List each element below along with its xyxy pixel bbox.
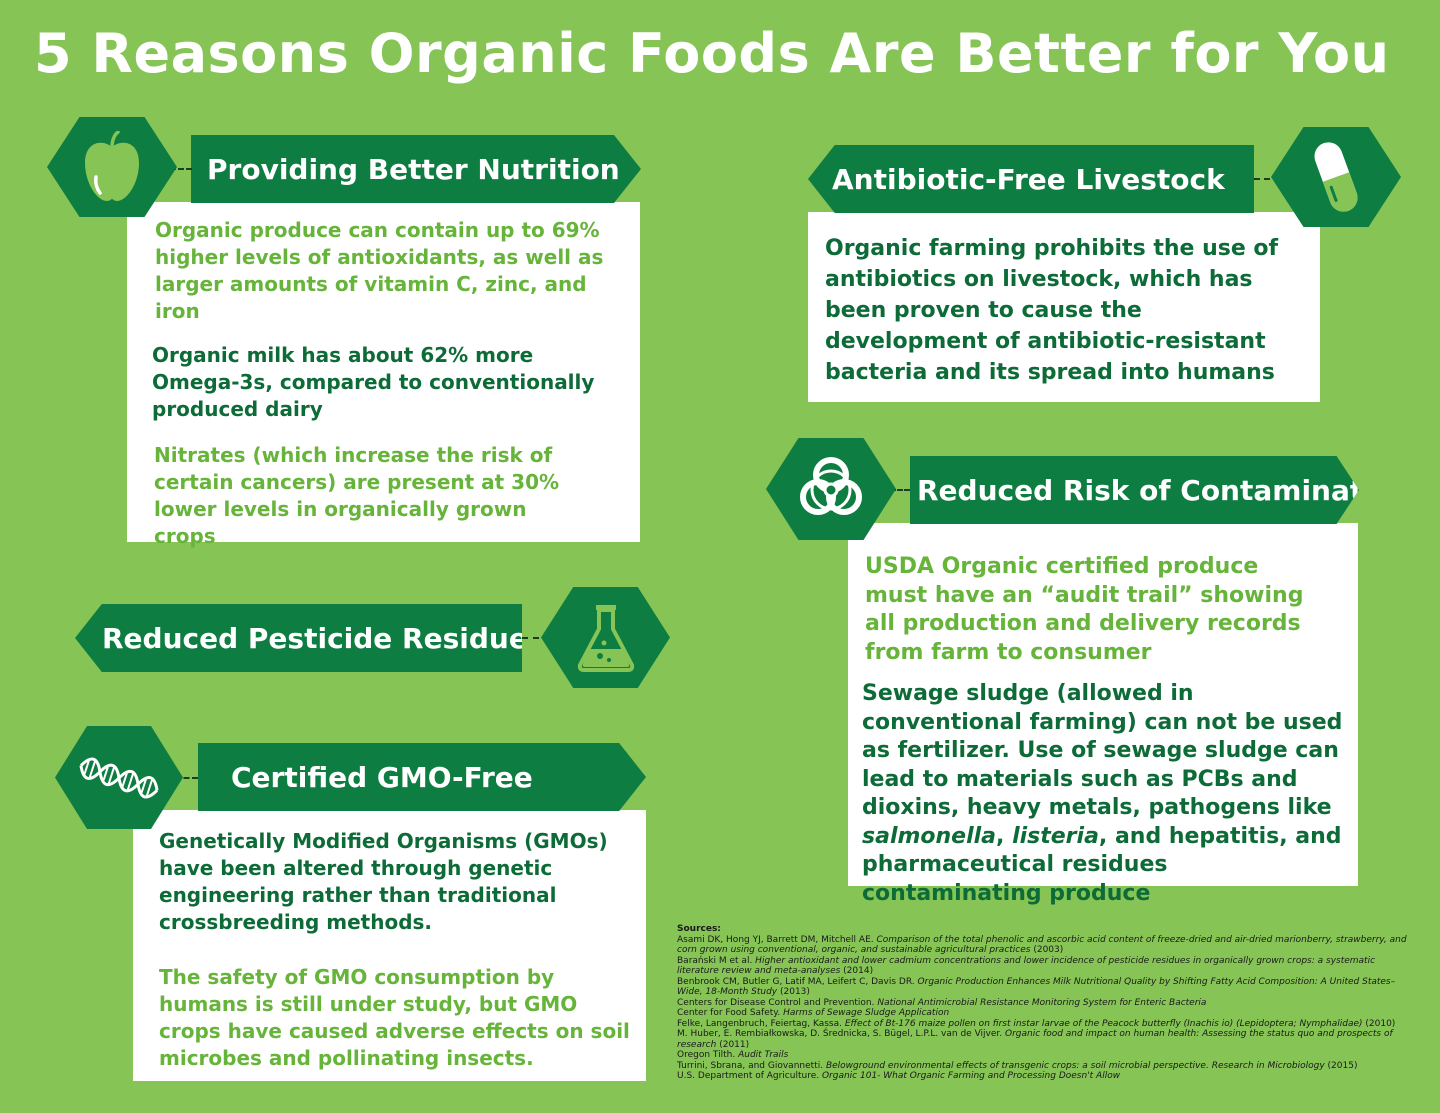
contamination-banner: Reduced Risk of Contamination bbox=[910, 456, 1359, 524]
contamination-text-2a: Sewage sludge (allowed in conventional f… bbox=[862, 681, 1343, 820]
salmonella-term: salmonella bbox=[862, 823, 997, 849]
contamination-card bbox=[848, 523, 1358, 886]
contamination-text-1: USDA Organic certified produce must have… bbox=[865, 554, 1304, 665]
gmo-text-1: Genetically Modified Organisms (GMOs) ha… bbox=[159, 829, 608, 934]
contamination-heading: Reduced Risk of Contamination bbox=[917, 473, 1413, 507]
nutrition-text-1: Organic produce can contain up to 69% hi… bbox=[155, 218, 604, 323]
pesticide-banner: Reduced Pesticide Residues bbox=[75, 604, 522, 672]
contamination-text-2c: , and hepatitis, and pharmaceutical resi… bbox=[862, 823, 1342, 906]
pesticide-heading: Reduced Pesticide Residues bbox=[102, 621, 545, 655]
source-entry: U.S. Department of Agriculture. Organic … bbox=[677, 1071, 1121, 1081]
pesticide-connector bbox=[522, 637, 550, 639]
antibiotic-text-1: Organic farming prohibits the use of ant… bbox=[825, 236, 1279, 385]
antibiotic-banner: Antibiotic-Free Livestock bbox=[808, 145, 1254, 213]
biohazard-icon bbox=[800, 457, 862, 515]
antibiotic-heading: Antibiotic-Free Livestock bbox=[832, 162, 1225, 196]
nutrition-hex bbox=[47, 117, 177, 217]
source-entry: Turrini, Sbrana, and Giovannetti. Belowg… bbox=[677, 1060, 1358, 1071]
contamination-hex bbox=[766, 438, 896, 540]
antibiotic-connector bbox=[1254, 178, 1280, 180]
antibiotic-card bbox=[808, 212, 1320, 402]
nutrition-banner: Providing Better Nutrition bbox=[191, 135, 641, 203]
dna-icon bbox=[79, 757, 159, 798]
source-entry: Asami DK, Hong YJ, Barrett DM, Mitchell … bbox=[677, 934, 1407, 956]
source-entry: Centers for Disease Control and Preventi… bbox=[677, 997, 1207, 1008]
source-entry: Felke, Langenbruch, Feiertag, Kassa. Eff… bbox=[677, 1018, 1396, 1029]
flask-icon bbox=[577, 604, 634, 672]
apple-icon bbox=[85, 131, 139, 201]
source-entry: Benbrook CM, Butler G, Latif MA, Leifert… bbox=[677, 976, 1396, 998]
gmo-banner: Certified GMO-Free bbox=[198, 743, 646, 811]
gmo-hex bbox=[55, 726, 183, 829]
source-entry: Oregon Tilth. Audit Trails bbox=[677, 1050, 789, 1060]
source-entry: Barański M et al. Higher antioxidant and… bbox=[677, 955, 1376, 977]
gmo-text-2: The safety of GMO consumption by humans … bbox=[159, 965, 630, 1070]
gmo-heading: Certified GMO-Free bbox=[231, 760, 533, 794]
nutrition-text-2: Organic milk has about 62% more Omega-3s… bbox=[152, 343, 595, 421]
contamination-text-2b: , bbox=[996, 823, 1013, 849]
gmo-connector bbox=[175, 777, 198, 779]
page-title: 5 Reasons Organic Foods Are Better for Y… bbox=[34, 22, 1390, 85]
nutrition-text-3: Nitrates (which increase the risk of cer… bbox=[154, 443, 560, 548]
contamination-connector bbox=[890, 489, 910, 491]
pill-capsule-icon bbox=[1314, 142, 1358, 212]
source-entry: Center for Food Safety. Harms of Sewage … bbox=[677, 1008, 950, 1018]
nutrition-heading: Providing Better Nutrition bbox=[207, 152, 620, 186]
listeria-term: listeria bbox=[1012, 823, 1099, 849]
contamination-text-2: Sewage sludge (allowed in conventional f… bbox=[862, 680, 1352, 908]
gmo-card bbox=[133, 810, 646, 1081]
source-entry: M. Huber, E. Rembiałkowska, D. Średnicka… bbox=[677, 1029, 1393, 1050]
nutrition-connector bbox=[170, 168, 192, 170]
pesticide-hex bbox=[541, 587, 670, 688]
sources-label: Sources: bbox=[677, 924, 721, 934]
nutrition-card bbox=[127, 202, 640, 542]
sources: Sources: Asami DK, Hong YJ, Barrett DM, … bbox=[677, 924, 1417, 1082]
